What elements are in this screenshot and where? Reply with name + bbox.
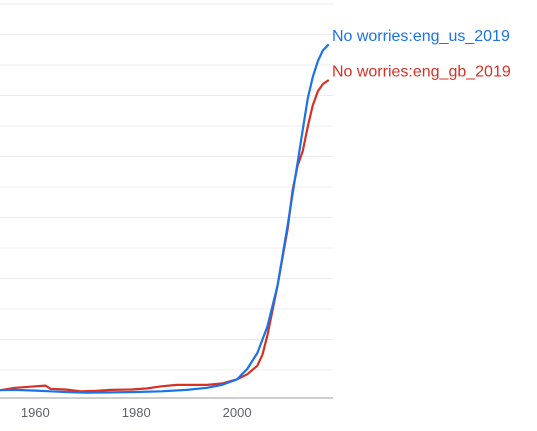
x-axis: 1960 1980 2000 (0, 397, 333, 420)
x-tick-label-1980: 1980 (122, 405, 151, 420)
x-tick-label-1960: 1960 (21, 405, 50, 420)
series-group: No worries:eng_us_2019 No worries:eng_gb… (0, 28, 511, 394)
x-tick-label-2000: 2000 (223, 405, 252, 420)
series-label-eng-gb[interactable]: No worries:eng_gb_2019 (332, 63, 511, 80)
gridlines (0, 3, 333, 371)
series-line-eng-gb[interactable] (0, 79, 330, 393)
series-label-eng-us[interactable]: No worries:eng_us_2019 (332, 28, 510, 45)
series-line-eng-us[interactable] (0, 44, 330, 394)
